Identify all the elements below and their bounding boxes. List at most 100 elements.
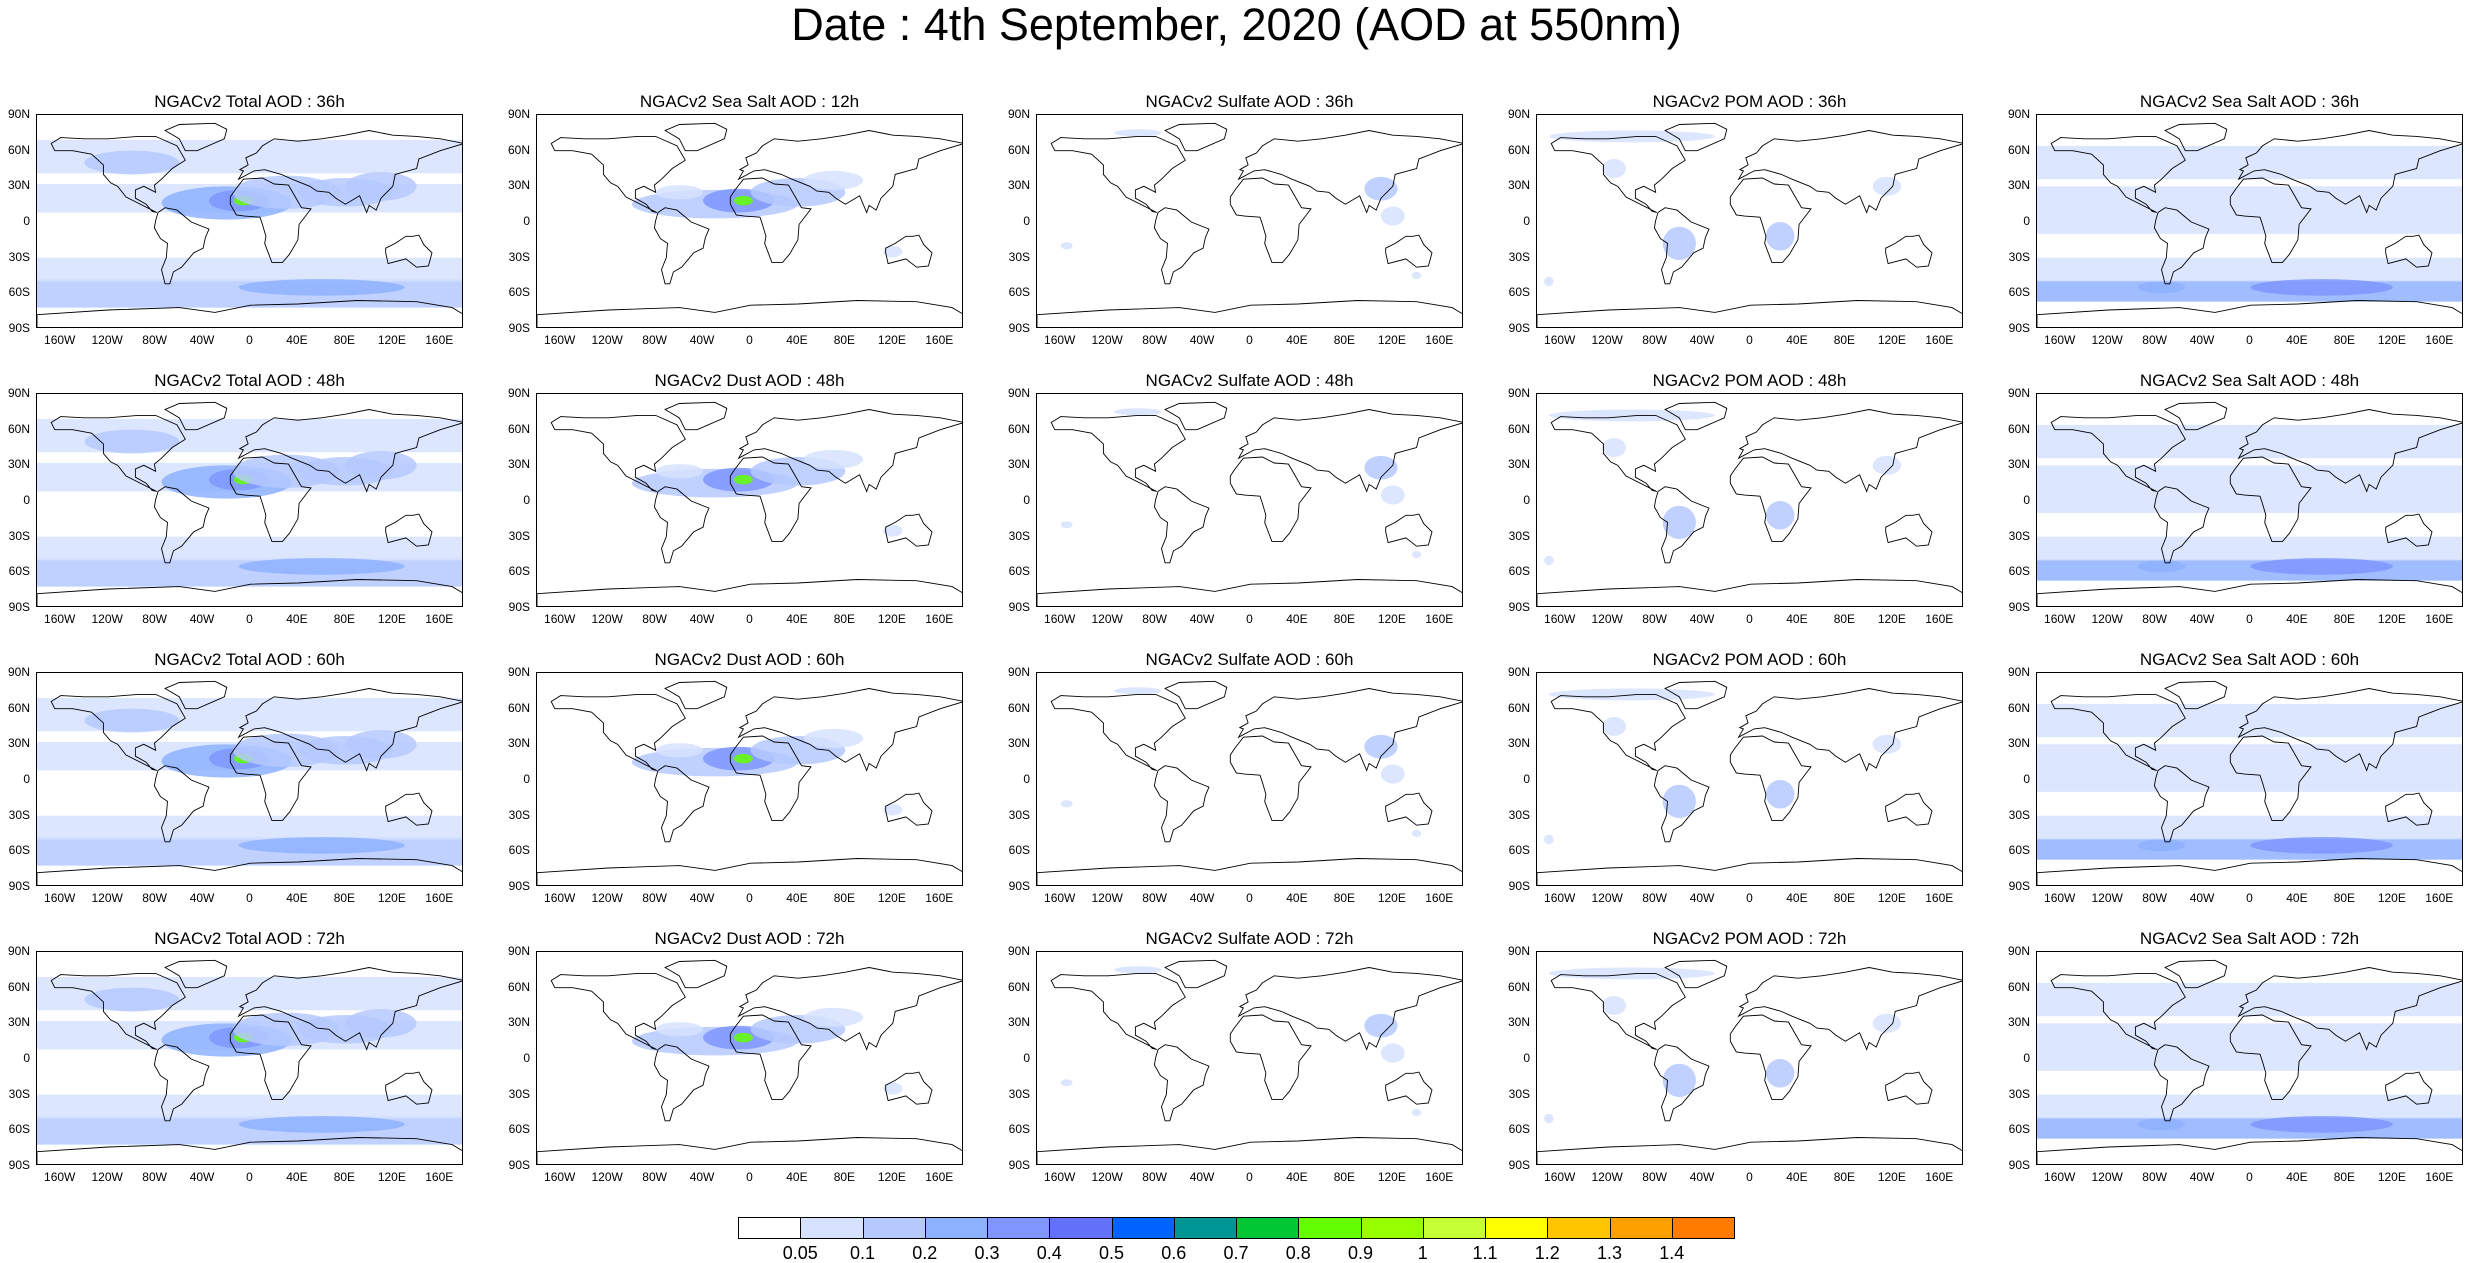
lon-tick-label: 0: [2246, 333, 2253, 347]
lon-tick-label: 160E: [1425, 891, 1454, 905]
lon-tick-label: 120E: [2377, 891, 2406, 905]
lat-tick-label: 60N: [7, 421, 30, 436]
lon-tick-label: 0: [1746, 612, 1753, 626]
lon-tick-label: 120W: [591, 612, 623, 626]
lat-tick-label: 60N: [1507, 979, 1530, 994]
lon-tick-label: 160E: [1925, 891, 1954, 905]
lon-tick-label: 0: [746, 1170, 753, 1184]
aod-plume: [1548, 688, 1715, 701]
aod-plume: [1765, 780, 1795, 809]
colorbar-tick-label: 1.4: [1659, 1243, 1685, 1263]
lon-tick-label: 40E: [286, 891, 308, 905]
lon-tick-label: 80E: [833, 612, 856, 626]
lat-tick-label: 60N: [1007, 700, 1030, 715]
map-panel: NGACv2 Sulfate AOD : 48h 90N 60N 30N 0 30S 60S…: [1000, 371, 1463, 626]
lon-tick-label: 160W: [2044, 612, 2076, 626]
colorbar-swatch: [1671, 1217, 1735, 1239]
lon-tick-label: 160E: [1425, 333, 1454, 347]
map-panel: NGACv2 POM AOD : 36h 90N 60N 30N 0 30S 60S 90S 1…: [1500, 92, 1963, 347]
colorbar-tick-label: 1: [1417, 1243, 1428, 1263]
aod-plume: [1602, 995, 1626, 1016]
aod-plume: [1060, 242, 1073, 250]
panel-title: NGACv2 Sea Salt AOD : 36h: [2139, 92, 2360, 111]
aod-field: [2037, 401, 2462, 606]
lat-tick-label: 90S: [8, 879, 30, 893]
lon-tick-label: 80W: [2142, 891, 2167, 905]
coastline: [37, 122, 462, 327]
world-map: [1036, 393, 1463, 607]
lat-tick-label: 60N: [1507, 421, 1530, 436]
lon-tick-label: 160E: [1425, 1170, 1454, 1184]
aod-plume: [1114, 408, 1162, 416]
aod-plume: [1411, 1108, 1422, 1117]
lon-tick-label: 120W: [1591, 612, 1623, 626]
world-map: [536, 951, 963, 1165]
lon-tick-label: 120W: [91, 1170, 123, 1184]
aod-field: [2037, 122, 2462, 327]
lon-tick-label: 120W: [1091, 612, 1123, 626]
aod-plume: [1765, 501, 1795, 530]
lon-tick-label: 120W: [1591, 1170, 1623, 1184]
colorbar-tick-label: 0.8: [1285, 1243, 1311, 1263]
lon-tick-label: 160E: [925, 612, 954, 626]
aod-plume: [733, 195, 753, 206]
lon-tick-label: 40E: [2286, 333, 2308, 347]
world-map: [536, 114, 963, 328]
coastline: [1537, 401, 1962, 606]
map-panel: NGACv2 POM AOD : 72h 90N 60N 30N 0 30S 60S 90S 1…: [1500, 929, 1963, 1184]
lon-tick-label: 40E: [786, 891, 808, 905]
coastline: [1537, 122, 1962, 327]
lat-tick-label: 30N: [2007, 178, 2030, 193]
lat-tick-label: 30N: [7, 457, 30, 472]
lon-tick-label: 40W: [689, 612, 715, 626]
aod-plume: [1602, 437, 1626, 458]
colorbar-swatch: [1111, 1217, 1175, 1239]
aod-plume: [2037, 536, 2462, 561]
lon-tick-label: 160W: [44, 612, 76, 626]
lat-tick-label: 30S: [8, 807, 30, 822]
colorbar-swatch: [738, 1217, 802, 1239]
lon-tick-label: 120E: [377, 1170, 406, 1184]
lon-tick-label: 40E: [1286, 612, 1308, 626]
aod-field: [1537, 122, 1962, 327]
lon-tick-label: 120W: [2091, 891, 2123, 905]
aod-field: [1037, 959, 1462, 1164]
aod-plume: [2137, 281, 2186, 294]
lat-tick-label: 30S: [508, 807, 530, 822]
lat-tick-label: 90N: [507, 386, 530, 400]
world-map: [1536, 672, 1963, 886]
lon-tick-label: 120W: [91, 333, 123, 347]
lat-tick-label: 90S: [8, 600, 30, 614]
coastline: [2037, 122, 2462, 327]
map-panel: NGACv2 Sea Salt AOD : 36h 90N 60N 30N 0 30S 60…: [2000, 92, 2463, 347]
coastline: [2037, 401, 2462, 606]
lon-tick-label: 80W: [142, 1170, 167, 1184]
aod-plume: [883, 524, 903, 537]
lon-tick-label: 40W: [189, 612, 215, 626]
lon-tick-label: 40E: [786, 1170, 808, 1184]
lat-tick-label: 90S: [1008, 879, 1030, 893]
coastline: [537, 401, 962, 606]
map-panel: NGACv2 Dust AOD : 60h 90N 60N 30N 0 30S 60S 90S…: [500, 650, 963, 905]
lon-tick-label: 80W: [1142, 333, 1167, 347]
aod-plume: [1548, 967, 1715, 980]
aod-field: [37, 959, 462, 1164]
lat-tick-label: 90N: [7, 386, 30, 400]
lat-tick-label: 30S: [1508, 528, 1530, 543]
lon-tick-label: 120E: [1877, 891, 1906, 905]
aod-plume: [1602, 716, 1626, 737]
lat-tick-label: 30S: [2008, 249, 2030, 264]
aod-plume: [1364, 734, 1398, 759]
lon-tick-label: 80W: [1642, 891, 1667, 905]
lat-tick-label: 60S: [8, 843, 30, 858]
lon-tick-label: 80W: [142, 612, 167, 626]
lat-tick-label: 0: [523, 1051, 530, 1065]
lon-tick-label: 40W: [1689, 1170, 1715, 1184]
lon-tick-label: 40E: [286, 333, 308, 347]
world-map: [36, 393, 463, 607]
lon-tick-label: 120E: [2377, 1170, 2406, 1184]
lon-tick-label: 160E: [2425, 1170, 2454, 1184]
lat-tick-label: 90S: [1008, 321, 1030, 335]
aod-plume: [2250, 837, 2393, 854]
lon-tick-label: 80E: [1833, 612, 1856, 626]
